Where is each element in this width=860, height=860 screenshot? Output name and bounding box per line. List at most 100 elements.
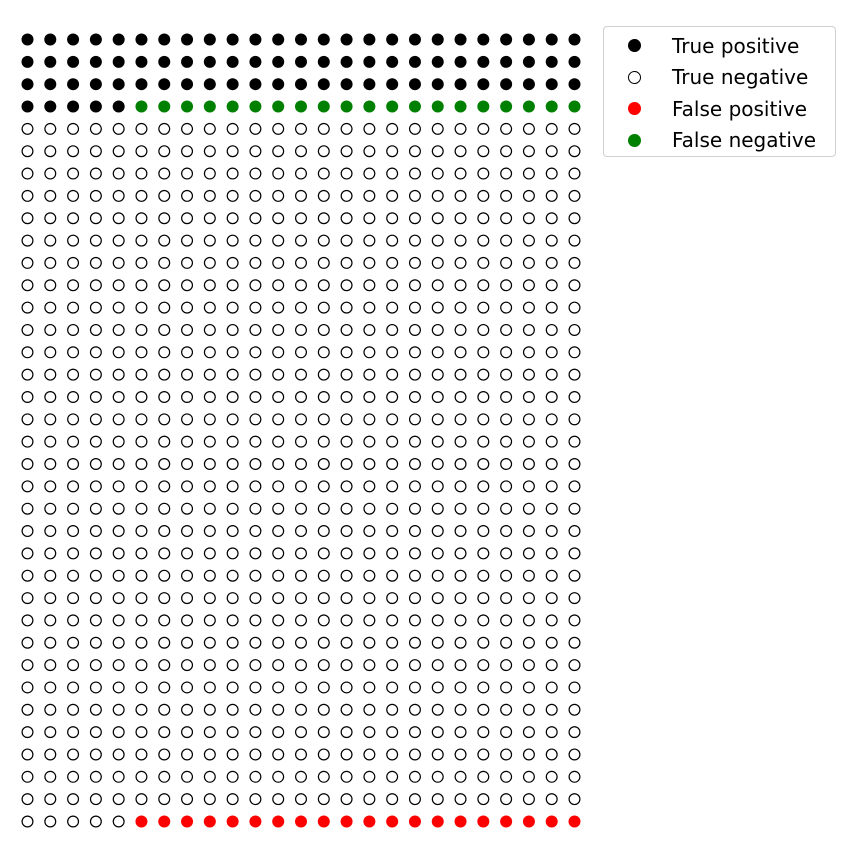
point-true-negative [295, 480, 308, 493]
point-true-negative [44, 726, 57, 739]
point-true-negative [431, 793, 444, 806]
point-true-negative [340, 413, 353, 426]
point-true-negative [363, 748, 376, 761]
point-true-negative [386, 726, 399, 739]
legend: True positive True negative False positi… [603, 26, 836, 157]
point-true-negative [158, 346, 171, 359]
point-true-negative [454, 368, 467, 381]
point-true-negative [454, 323, 467, 336]
point-true-negative [249, 547, 262, 560]
point-true-negative [500, 256, 513, 269]
point-true-positive [112, 33, 125, 46]
point-true-negative [135, 413, 148, 426]
point-true-negative [340, 525, 353, 538]
point-true-positive [21, 55, 34, 68]
point-true-negative [226, 435, 239, 448]
point-true-negative [181, 614, 194, 627]
point-true-negative [203, 592, 216, 605]
point-true-negative [477, 592, 490, 605]
point-true-negative [203, 368, 216, 381]
point-true-negative [431, 145, 444, 158]
point-true-negative [21, 681, 34, 694]
point-true-positive [21, 100, 34, 113]
point-true-negative [431, 167, 444, 180]
point-true-positive [89, 100, 102, 113]
point-true-negative [522, 636, 535, 649]
point-true-negative [500, 659, 513, 672]
point-true-negative [500, 458, 513, 471]
point-true-negative [454, 636, 467, 649]
point-true-negative [454, 346, 467, 359]
point-true-negative [89, 301, 102, 314]
point-true-negative [568, 122, 581, 135]
point-true-negative [340, 480, 353, 493]
point-true-negative [363, 301, 376, 314]
point-true-negative [203, 770, 216, 783]
point-true-negative [363, 413, 376, 426]
point-true-negative [454, 659, 467, 672]
point-true-positive [67, 33, 80, 46]
point-true-negative [181, 770, 194, 783]
point-true-negative [181, 703, 194, 716]
point-true-negative [522, 435, 535, 448]
point-true-negative [363, 145, 376, 158]
point-true-negative [545, 726, 558, 739]
point-true-negative [522, 279, 535, 292]
point-true-negative [454, 212, 467, 225]
point-true-negative [431, 659, 444, 672]
point-true-negative [203, 458, 216, 471]
point-true-negative [158, 167, 171, 180]
point-true-positive [249, 55, 262, 68]
point-true-negative [363, 592, 376, 605]
point-true-negative [522, 525, 535, 538]
point-true-negative [112, 234, 125, 247]
point-true-negative [454, 525, 467, 538]
point-true-negative [363, 525, 376, 538]
point-true-negative [477, 636, 490, 649]
point-true-negative [112, 323, 125, 336]
point-true-negative [135, 726, 148, 739]
point-true-negative [226, 234, 239, 247]
point-true-negative [21, 346, 34, 359]
point-true-negative [135, 189, 148, 202]
point-true-positive [568, 33, 581, 46]
point-true-negative [363, 234, 376, 247]
point-true-negative [522, 502, 535, 515]
point-true-negative [454, 435, 467, 448]
point-true-negative [181, 346, 194, 359]
point-false-positive [181, 815, 194, 828]
point-true-negative [568, 301, 581, 314]
point-true-negative [203, 569, 216, 582]
point-true-negative [112, 703, 125, 716]
point-true-positive [158, 55, 171, 68]
point-true-positive [89, 33, 102, 46]
point-true-negative [522, 189, 535, 202]
point-true-positive [295, 55, 307, 68]
point-true-negative [21, 413, 34, 426]
point-true-negative [295, 368, 308, 381]
point-true-negative [203, 234, 216, 247]
point-true-negative [408, 636, 421, 649]
point-true-negative [181, 435, 194, 448]
point-true-negative [203, 145, 216, 158]
point-true-negative [67, 234, 80, 247]
point-true-negative [363, 167, 376, 180]
point-true-negative [545, 614, 558, 627]
point-true-negative [67, 502, 80, 515]
point-true-negative [226, 726, 239, 739]
point-true-negative [272, 458, 285, 471]
point-true-negative [272, 636, 285, 649]
point-true-negative [89, 234, 102, 247]
point-true-negative [67, 592, 80, 605]
point-true-negative [477, 234, 490, 247]
point-true-negative [545, 592, 558, 605]
point-true-negative [203, 703, 216, 716]
point-true-negative [545, 569, 558, 582]
point-true-negative [317, 301, 330, 314]
point-true-negative [226, 301, 239, 314]
legend-label-true-positive: True positive [672, 33, 800, 58]
point-true-negative [89, 122, 102, 135]
point-true-negative [477, 212, 490, 225]
point-true-negative [21, 592, 34, 605]
point-true-negative [203, 502, 216, 515]
